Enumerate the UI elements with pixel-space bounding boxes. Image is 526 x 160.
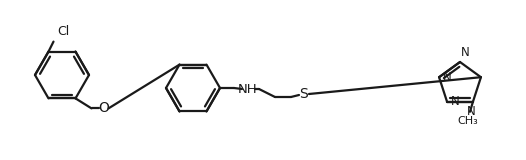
Text: N: N — [451, 95, 460, 108]
Text: Cl: Cl — [57, 25, 70, 38]
Text: N: N — [461, 46, 470, 59]
Text: N: N — [443, 71, 452, 84]
Text: CH₃: CH₃ — [458, 116, 478, 126]
Text: NH: NH — [238, 83, 258, 96]
Text: N: N — [467, 105, 476, 118]
Text: O: O — [98, 101, 109, 115]
Text: S: S — [300, 87, 308, 101]
